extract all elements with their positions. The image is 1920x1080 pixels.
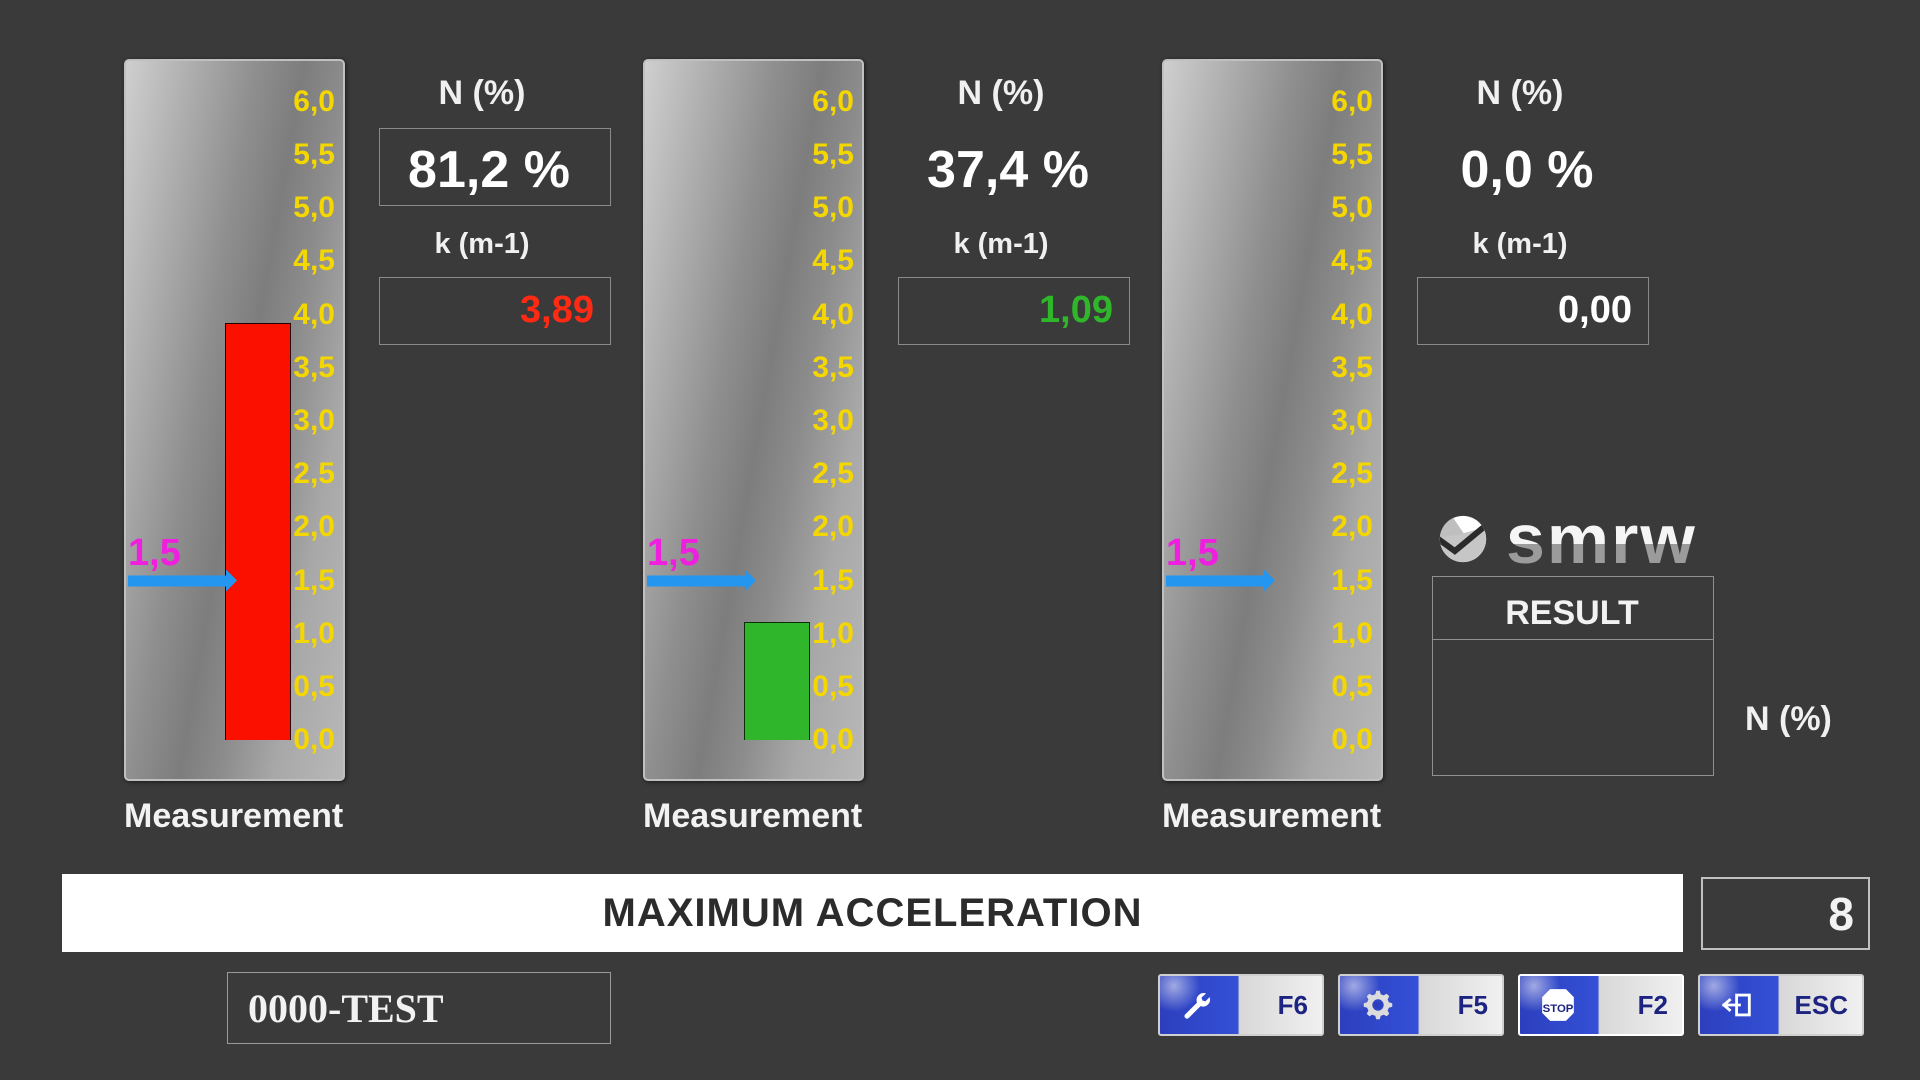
svg-text:STOP: STOP	[1543, 1003, 1574, 1015]
